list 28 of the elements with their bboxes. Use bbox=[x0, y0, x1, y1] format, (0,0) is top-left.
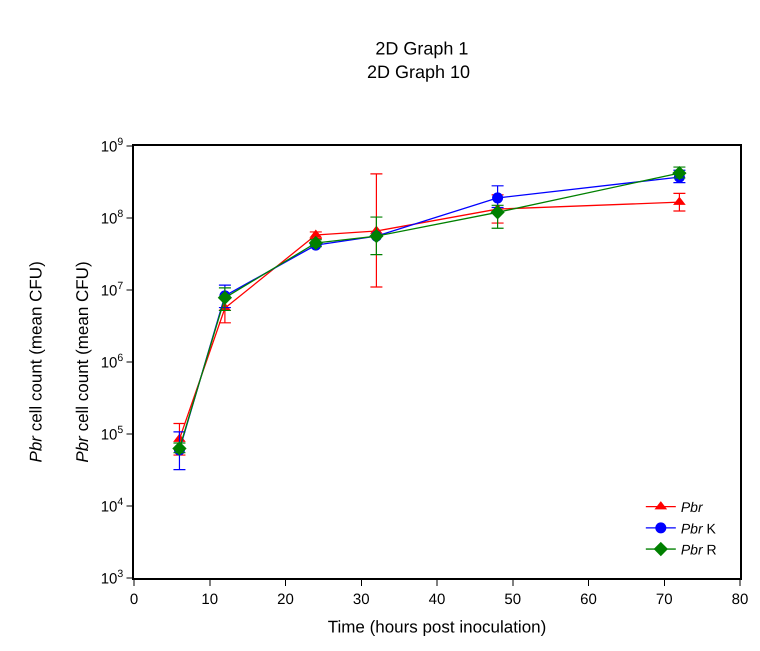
y-tick-label: 10$^{4}$ bbox=[100, 496, 124, 516]
x-tick-label: 30 bbox=[352, 590, 370, 608]
legend-label: Pbr bbox=[680, 499, 704, 516]
legend-label: Pbr K bbox=[680, 520, 717, 536]
y-tick-label: 10$^{3}$ bbox=[100, 568, 124, 588]
x-tick-label: 10 bbox=[201, 590, 218, 608]
y-tick-label: 10$^{7}$ bbox=[100, 280, 124, 300]
chart-title: 2D Graph 1 bbox=[375, 38, 468, 58]
y-tick-label: 10$^{8}$ bbox=[100, 208, 124, 228]
x-tick-label: 70 bbox=[656, 590, 673, 608]
x-tick-label: 40 bbox=[428, 590, 446, 608]
point bbox=[490, 205, 505, 220]
x-tick-label: 0 bbox=[130, 590, 138, 608]
x-tick-label: 80 bbox=[732, 590, 748, 608]
x-tick-label: 60 bbox=[580, 590, 597, 608]
x-tick-label: 50 bbox=[504, 590, 522, 608]
x-axis-title: Time (hours post inoculation) bbox=[328, 618, 546, 637]
legend-label: Pbr R bbox=[680, 542, 717, 558]
y-axis-title: Pbr cell count (mean CFU) bbox=[72, 261, 92, 463]
y-tick-label: 10$^{6}$ bbox=[100, 352, 124, 372]
x-tick-label: 20 bbox=[277, 590, 294, 608]
point bbox=[218, 290, 232, 305]
point bbox=[308, 236, 323, 250]
point bbox=[492, 192, 504, 204]
y-tick-label: 10$^{9}$ bbox=[100, 136, 124, 156]
text: Pbr cell count (mean CFU) bbox=[26, 261, 46, 462]
chart-subtitle: 2D Graph 10 bbox=[367, 62, 470, 82]
y-tick-label: 10$^{5}$ bbox=[100, 424, 124, 444]
